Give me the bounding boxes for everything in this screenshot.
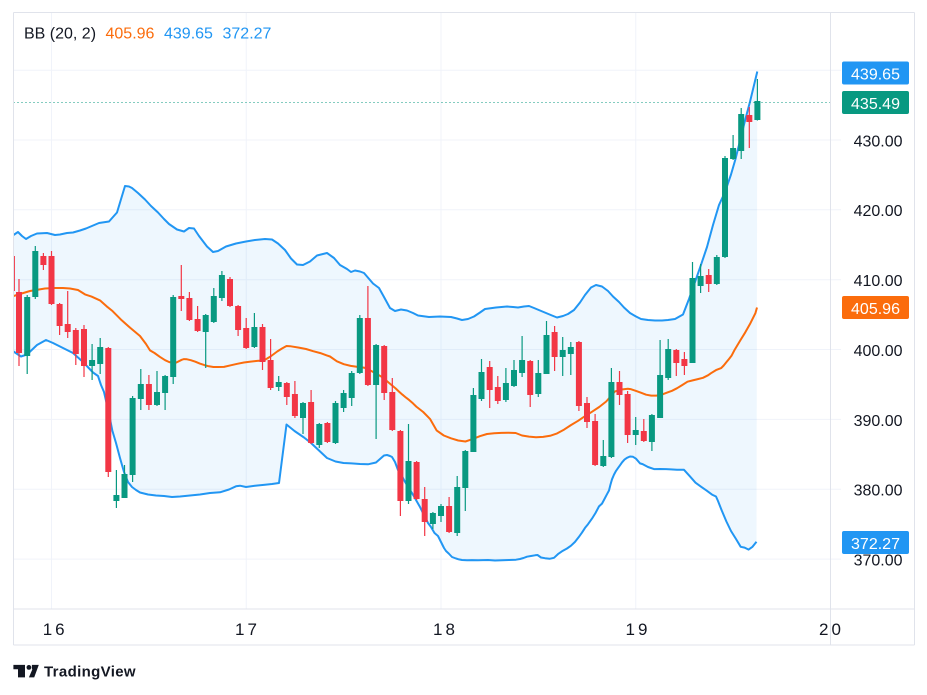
svg-text:372.27: 372.27	[223, 26, 272, 43]
svg-text:405.96: 405.96	[851, 301, 900, 318]
svg-text:370.00: 370.00	[854, 553, 903, 570]
svg-text:TradingView: TradingView	[44, 664, 136, 681]
svg-text:BB (20, 2): BB (20, 2)	[24, 26, 96, 43]
svg-text:439.65: 439.65	[164, 26, 213, 43]
svg-text:19: 19	[626, 620, 651, 639]
svg-text:435.49: 435.49	[851, 96, 900, 113]
svg-text:420.00: 420.00	[854, 203, 903, 220]
svg-text:16: 16	[43, 620, 68, 639]
svg-text:405.96: 405.96	[106, 26, 155, 43]
svg-text:18: 18	[433, 620, 458, 639]
svg-text:380.00: 380.00	[854, 483, 903, 500]
svg-text:400.00: 400.00	[854, 343, 903, 360]
svg-text:430.00: 430.00	[854, 133, 903, 150]
svg-text:17: 17	[235, 620, 260, 639]
svg-text:372.27: 372.27	[851, 536, 900, 553]
svg-text:410.00: 410.00	[854, 273, 903, 290]
svg-text:439.65: 439.65	[851, 67, 900, 84]
svg-text:20: 20	[819, 620, 844, 639]
svg-text:390.00: 390.00	[854, 413, 903, 430]
